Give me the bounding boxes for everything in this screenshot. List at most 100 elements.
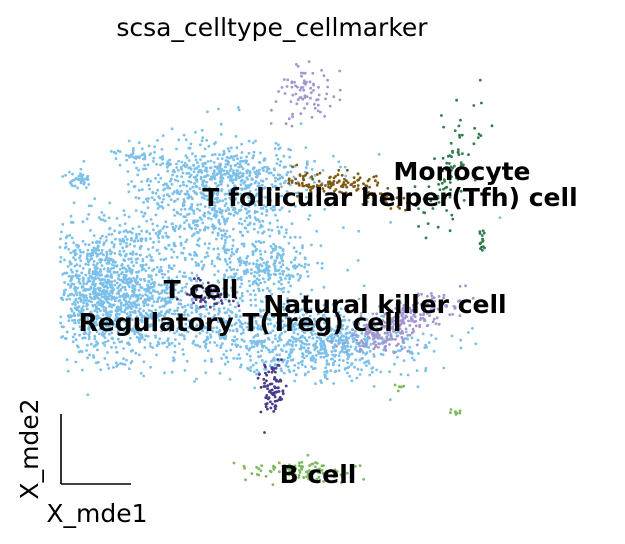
scatter-point	[289, 323, 292, 326]
scatter-point	[232, 277, 236, 281]
scatter-point	[285, 343, 289, 346]
scatter-point	[149, 291, 153, 295]
scatter-point	[217, 183, 220, 187]
scatter-point	[137, 270, 141, 273]
scatter-point	[222, 229, 226, 232]
scatter-point	[126, 321, 130, 325]
scatter-point	[478, 78, 482, 82]
scatter-point	[432, 349, 436, 353]
scatter-point	[201, 329, 204, 333]
scatter-point	[298, 236, 302, 239]
scatter-point	[159, 176, 163, 180]
scatter-point	[175, 309, 179, 312]
scatter-point	[67, 274, 71, 278]
scatter-point	[176, 192, 180, 195]
scatter-point	[291, 93, 295, 97]
scatter-point	[383, 346, 387, 350]
scatter-point	[97, 245, 100, 249]
scatter-point	[402, 341, 406, 344]
scatter-point	[264, 474, 268, 478]
scatter-point	[294, 92, 298, 96]
scatter-point	[261, 344, 264, 348]
scatter-point	[410, 350, 414, 354]
scatter-point	[73, 264, 77, 268]
scatter-point	[117, 299, 121, 303]
scatter-point	[331, 345, 335, 349]
scatter-point	[61, 175, 65, 178]
scatter-point	[365, 318, 369, 321]
scatter-point	[99, 236, 103, 240]
scatter-point	[241, 173, 245, 177]
scatter-point	[324, 97, 327, 101]
scatter-point	[261, 219, 265, 223]
scatter-point	[65, 358, 69, 361]
scatter-point	[248, 216, 252, 219]
scatter-point	[142, 167, 145, 171]
scatter-point	[187, 146, 191, 150]
scatter-point	[83, 321, 86, 324]
scatter-point	[159, 265, 163, 269]
scatter-point	[410, 356, 414, 360]
scatter-point	[173, 288, 177, 292]
scatter-point	[238, 230, 242, 234]
scatter-point	[160, 205, 164, 208]
scatter-point	[329, 175, 332, 179]
scatter-point	[289, 284, 293, 288]
scatter-point	[110, 331, 114, 335]
scatter-point	[142, 374, 146, 378]
scatter-point	[222, 337, 226, 340]
scatter-point	[299, 320, 303, 324]
scatter-point	[232, 339, 236, 343]
scatter-point	[180, 175, 184, 179]
scatter-point	[130, 236, 133, 240]
scatter-point	[136, 297, 140, 301]
scatter-point	[248, 320, 252, 324]
scatter-point	[141, 300, 145, 304]
scatter-point	[358, 373, 362, 376]
scatter-point	[113, 279, 117, 283]
scatter-point	[82, 181, 86, 185]
scatter-point	[360, 339, 363, 342]
scatter-point	[122, 249, 126, 253]
scatter-point	[266, 407, 269, 411]
scatter-point	[275, 162, 279, 165]
scatter-point	[232, 169, 235, 173]
scatter-point	[288, 155, 291, 159]
scatter-point	[99, 270, 102, 273]
scatter-point	[140, 320, 144, 324]
scatter-point	[227, 293, 231, 297]
scatter-point	[81, 177, 84, 180]
scatter-point	[92, 297, 96, 301]
scatter-point	[100, 295, 104, 299]
scatter-point	[296, 65, 300, 68]
scatter-point	[286, 78, 290, 82]
scatter-point	[256, 376, 260, 380]
scatter-point	[315, 229, 318, 233]
scatter-point	[459, 118, 462, 122]
scatter-point	[396, 355, 399, 359]
scatter-point	[71, 340, 75, 344]
scatter-point	[161, 235, 165, 239]
scatter-point	[270, 382, 274, 386]
scatter-point	[226, 360, 230, 364]
scatter-point	[238, 285, 242, 289]
scatter-point	[334, 339, 338, 343]
scatter-point	[215, 200, 219, 204]
scatter-point	[70, 236, 74, 240]
scatter-point	[185, 282, 189, 286]
scatter-point	[139, 244, 143, 248]
scatter-point	[165, 182, 169, 186]
scatter-point	[140, 147, 144, 151]
scatter-point	[332, 382, 335, 385]
scatter-point	[326, 85, 329, 89]
scatter-point	[133, 332, 137, 336]
scatter-point	[346, 268, 349, 272]
scatter-point	[130, 231, 134, 235]
scatter-point	[284, 122, 288, 126]
scatter-point	[344, 337, 348, 340]
scatter-point	[99, 268, 102, 271]
scatter-point	[152, 300, 156, 304]
scatter-point	[287, 281, 291, 284]
scatter-point	[91, 320, 95, 323]
scatter-point	[355, 339, 359, 342]
